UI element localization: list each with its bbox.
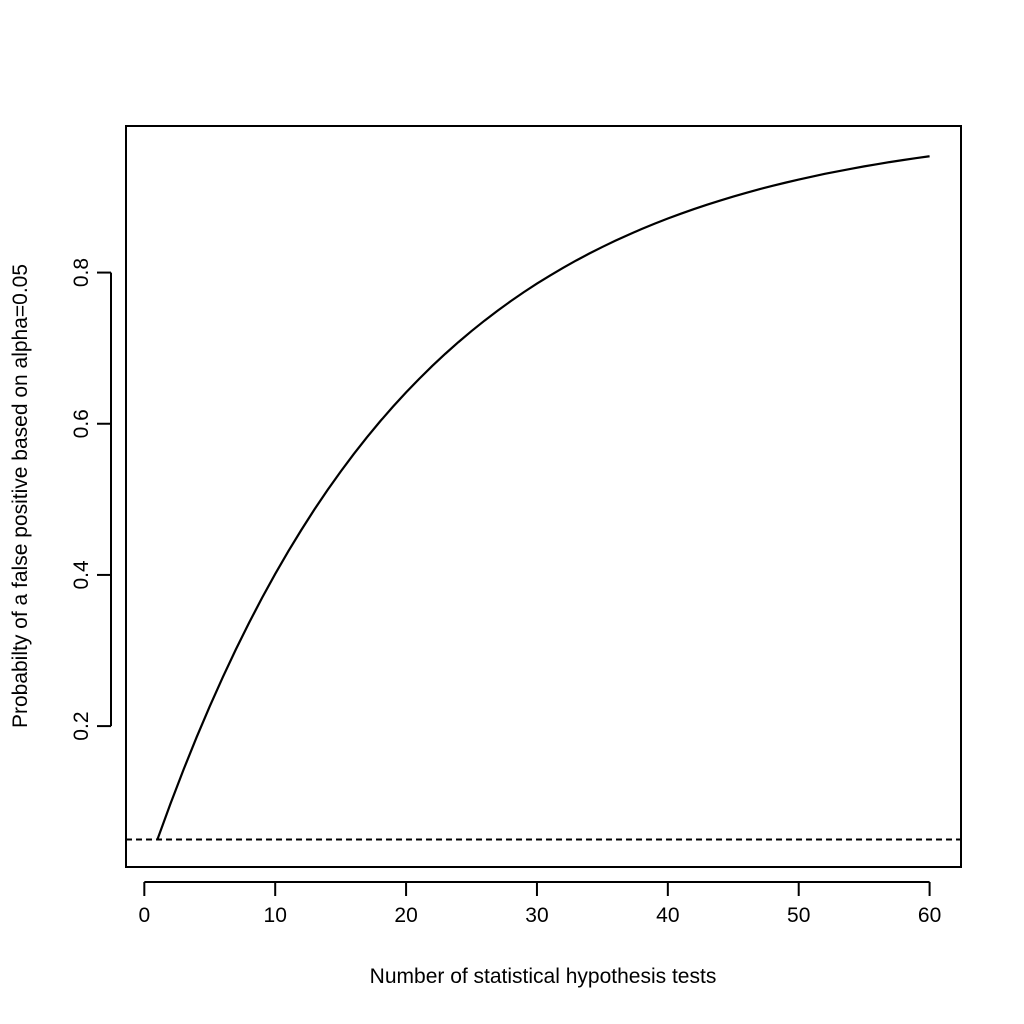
x-axis: 0 10 20 30 40 50 60 (138, 881, 941, 927)
y-tick-label: 0.2 (70, 712, 93, 741)
y-axis: 0.2 0.4 0.6 0.8 (70, 258, 112, 741)
y-axis-label: Probabilty of a false positive based on … (9, 264, 32, 728)
x-tick-label: 40 (656, 904, 679, 927)
x-tick-label: 50 (787, 904, 810, 927)
x-axis-label: Number of statistical hypothesis tests (370, 965, 717, 988)
false-positive-curve (156, 155, 930, 840)
y-tick-label: 0.8 (70, 258, 93, 287)
x-tick-label: 0 (138, 904, 150, 927)
x-tick-label: 20 (394, 904, 417, 927)
x-tick-label: 60 (918, 904, 941, 927)
y-tick-label: 0.6 (70, 409, 93, 438)
plot-frame (125, 125, 962, 868)
y-tick-label: 0.4 (70, 560, 93, 590)
x-tick-label: 30 (525, 904, 548, 927)
x-tick-label: 10 (264, 904, 287, 927)
